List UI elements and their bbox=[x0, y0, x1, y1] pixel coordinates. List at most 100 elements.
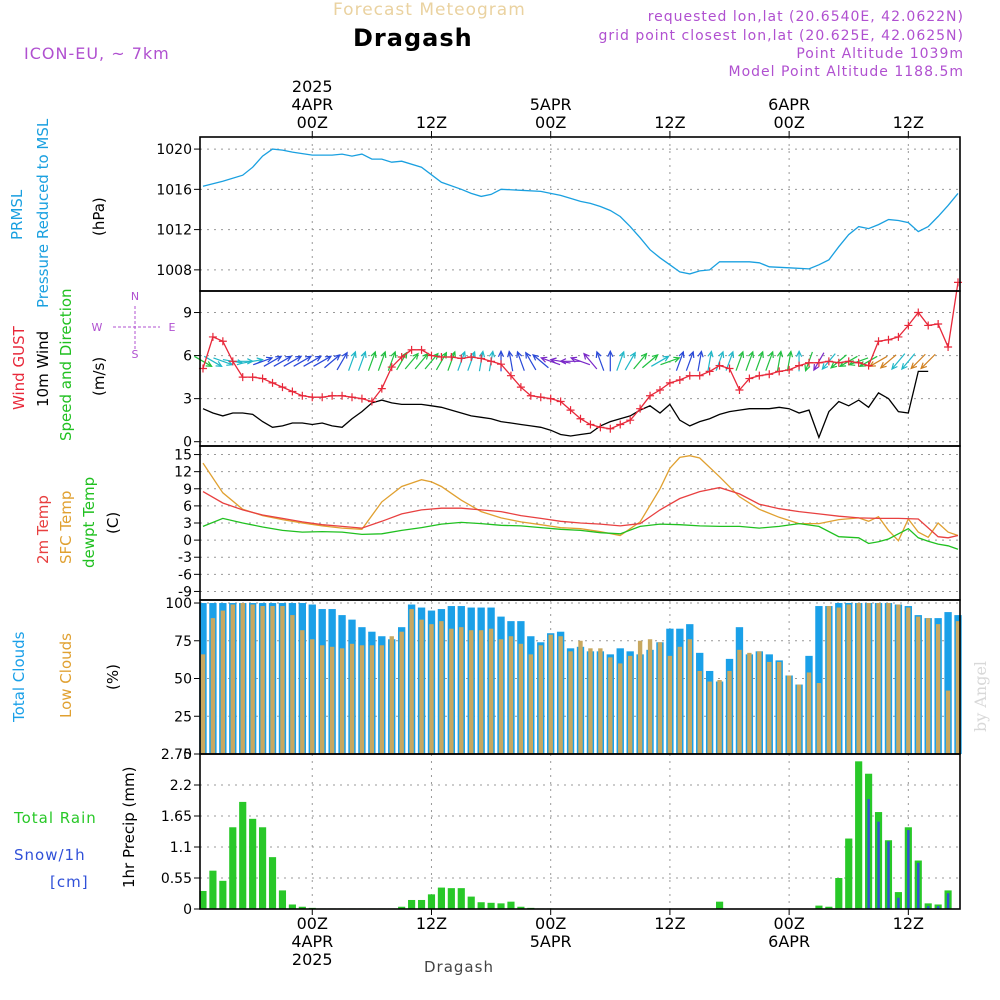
wind-gust-marker bbox=[397, 353, 406, 362]
compass-rose: W E N S bbox=[92, 290, 176, 361]
low-cloud-bar bbox=[657, 642, 663, 754]
compass-cross bbox=[113, 306, 160, 350]
rain-bar bbox=[249, 818, 257, 909]
model-label: ICON-EU, ~ 7km bbox=[24, 44, 170, 63]
low-cloud-bar bbox=[300, 630, 305, 754]
low-cloud-bar bbox=[399, 631, 404, 754]
wind-gust-marker bbox=[715, 361, 724, 370]
temp-2m-line bbox=[202, 486, 959, 539]
rain-bar bbox=[855, 761, 863, 909]
wind-arrow bbox=[891, 353, 906, 371]
rain-bar bbox=[268, 857, 277, 909]
wind-gust-marker bbox=[874, 337, 883, 346]
wind-arrow-head bbox=[549, 357, 557, 364]
wind-gust-marker bbox=[665, 378, 674, 387]
wind-gust-marker bbox=[576, 414, 585, 423]
low-cloud-bar bbox=[647, 639, 653, 754]
wind-arrow-shaft bbox=[735, 351, 744, 371]
total-cloud-bar bbox=[944, 612, 952, 754]
wind-arrow-shaft bbox=[901, 353, 916, 370]
snow-bar bbox=[917, 862, 920, 909]
wind-arrow bbox=[616, 350, 625, 371]
rain-bar bbox=[298, 906, 306, 909]
wind-gust-marker bbox=[924, 321, 933, 330]
rain-bar bbox=[467, 896, 475, 909]
low-cloud-bar bbox=[588, 648, 593, 754]
low-cloud-bar bbox=[349, 643, 355, 754]
low-cloud-bar bbox=[429, 624, 434, 754]
wind-arrow bbox=[293, 355, 313, 367]
low-cloud-bar bbox=[916, 616, 921, 754]
wind-arrow bbox=[525, 351, 537, 371]
wind-gust-marker bbox=[586, 420, 595, 429]
wind-gust-marker bbox=[755, 371, 764, 380]
wind-arrow bbox=[357, 350, 367, 371]
y-tick-label: 100 bbox=[165, 596, 192, 612]
dewpoint-label: dewpt Temp bbox=[80, 476, 98, 568]
low-cloud-bar bbox=[955, 621, 961, 754]
low-cloud-bar bbox=[270, 606, 275, 754]
low-cloud-bar bbox=[210, 618, 216, 754]
wind-arrow-head bbox=[821, 363, 829, 371]
wind-arrow-head bbox=[295, 355, 303, 362]
y-tick-label: 50 bbox=[174, 672, 192, 688]
low-cloud-bar bbox=[518, 643, 524, 754]
wind-arrow-head bbox=[205, 361, 213, 367]
wind-arrow-head bbox=[804, 364, 811, 372]
low-cloud-bar bbox=[866, 603, 871, 754]
low-cloud-bar bbox=[786, 675, 792, 754]
low-cloud-bar bbox=[359, 645, 365, 754]
wind-arrow bbox=[273, 355, 293, 367]
wind-arrow bbox=[675, 350, 685, 371]
wind-arrow-shaft bbox=[213, 357, 233, 366]
low-cloud-bar bbox=[836, 607, 841, 754]
wind-arrow-head bbox=[333, 354, 341, 361]
wind-arrow-shaft bbox=[194, 355, 212, 367]
wind-arrow-shaft bbox=[377, 351, 386, 371]
wind-arrow bbox=[203, 355, 223, 367]
rain-bar bbox=[716, 901, 724, 909]
top-time-label: 00Z bbox=[297, 113, 328, 132]
wind-arrow bbox=[685, 350, 695, 371]
bottom-time-label: 5APR bbox=[530, 932, 572, 951]
low-cloud-bar bbox=[538, 645, 543, 754]
rain-bar bbox=[845, 838, 853, 909]
rain-bar bbox=[835, 878, 843, 909]
rain-bar bbox=[239, 801, 247, 909]
low-cloud-bar bbox=[409, 609, 414, 754]
wind-arrow-head bbox=[795, 349, 803, 357]
wind-arrow-shaft bbox=[336, 352, 348, 371]
wind-arrow bbox=[252, 356, 274, 366]
chart-supertitle: Forecast Meteogram bbox=[333, 0, 526, 20]
wind-gust-marker bbox=[546, 394, 555, 403]
low-cloud-bar bbox=[478, 630, 484, 754]
y-tick-label: 2.2 bbox=[170, 778, 192, 794]
requested-coordinates: requested lon,lat (20.6540E, 42.0622N) bbox=[647, 9, 964, 25]
low-cloud-bar bbox=[200, 654, 206, 754]
low-cloud-bar bbox=[310, 639, 315, 754]
wind-arrow-head bbox=[757, 350, 764, 358]
wind-arrow bbox=[707, 350, 714, 372]
footer-location: Dragash bbox=[424, 958, 494, 976]
rain-bar bbox=[815, 905, 823, 909]
low-cloud-bar bbox=[508, 636, 514, 754]
y-tick-label: 12 bbox=[174, 465, 192, 481]
low-cloud-bar bbox=[389, 636, 394, 754]
wind-arrow-shaft bbox=[869, 355, 888, 367]
wind-arrow-shaft bbox=[616, 351, 625, 371]
low-cloud-bar bbox=[230, 604, 235, 754]
wind-arrow-head bbox=[728, 350, 735, 358]
wind-arrow-shaft bbox=[675, 351, 684, 371]
wind-arrow bbox=[283, 355, 303, 367]
low-cloud-bar bbox=[856, 603, 861, 754]
wind-arrow-head bbox=[507, 350, 514, 358]
bottom-time-label: 12Z bbox=[416, 914, 447, 933]
wind-gust-marker bbox=[735, 386, 744, 395]
wind-gust-marker bbox=[338, 391, 347, 400]
wind-arrow-head bbox=[776, 350, 784, 358]
wind-arrow-head bbox=[324, 355, 333, 362]
y-tick-label: 1.65 bbox=[161, 809, 192, 825]
low-cloud-bar bbox=[826, 606, 832, 754]
total-clouds-label: Total Clouds bbox=[10, 631, 28, 722]
